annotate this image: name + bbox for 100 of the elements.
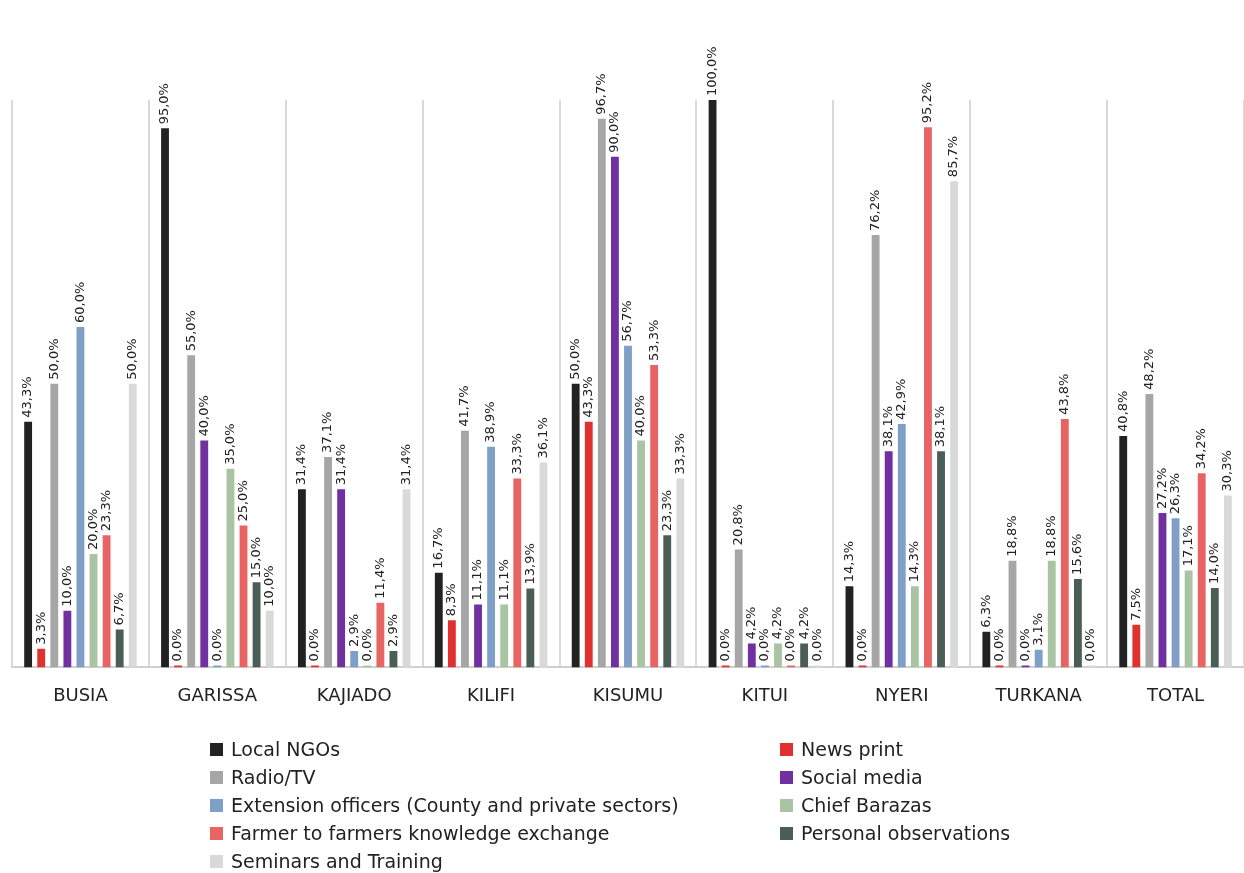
data-label: 40,0% xyxy=(195,395,211,437)
data-label: 0,0% xyxy=(1016,628,1032,662)
bar xyxy=(734,549,743,668)
bar xyxy=(611,156,619,668)
data-label: 3,3% xyxy=(32,611,48,645)
data-label: 85,7% xyxy=(945,135,961,178)
data-label: 31,4% xyxy=(293,443,309,486)
data-label: 10,0% xyxy=(58,565,74,607)
data-label: 18,8% xyxy=(1003,515,1019,557)
bar xyxy=(1119,435,1128,668)
bar xyxy=(324,456,332,668)
bar xyxy=(226,468,235,668)
data-label: 53,3% xyxy=(645,319,661,361)
legend-label: Chief Barazas xyxy=(801,794,932,816)
bar xyxy=(526,588,535,668)
bar xyxy=(1021,665,1030,668)
data-label: 0,0% xyxy=(169,628,185,662)
data-label: 38,1% xyxy=(932,405,948,448)
bar xyxy=(760,665,769,668)
data-label: 40,0% xyxy=(632,395,648,437)
bar xyxy=(337,489,346,668)
data-label: 0,0% xyxy=(853,628,869,662)
bar xyxy=(884,451,893,668)
data-label: 48,2% xyxy=(1140,348,1156,390)
data-label: 6,7% xyxy=(111,592,127,626)
data-label: 26,3% xyxy=(1166,472,1182,515)
bar xyxy=(350,650,359,668)
bar xyxy=(897,423,906,668)
data-label: 33,3% xyxy=(508,433,524,475)
bar xyxy=(50,383,59,668)
data-label: 17,1% xyxy=(1180,525,1196,567)
legend-label: News print xyxy=(801,738,904,760)
bar xyxy=(800,643,809,668)
bar xyxy=(461,430,469,668)
data-label: 37,1% xyxy=(319,411,335,453)
data-label: 0,0% xyxy=(208,628,224,662)
data-label: 14,3% xyxy=(840,540,856,583)
x-tick-label: NYERI xyxy=(874,683,929,705)
bar xyxy=(787,665,795,668)
x-tick-label: KITUI xyxy=(741,683,789,705)
x-tick-label: TURKANA xyxy=(994,683,1083,705)
bar xyxy=(297,489,306,668)
data-label: 0,0% xyxy=(990,628,1006,662)
data-label: 38,9% xyxy=(482,401,498,443)
x-tick-label: BUSIA xyxy=(53,683,109,705)
data-label: 23,3% xyxy=(658,489,674,532)
bar xyxy=(487,446,496,668)
bar xyxy=(24,421,33,668)
bar xyxy=(213,665,222,668)
bar xyxy=(500,604,509,668)
data-label: 76,2% xyxy=(866,189,882,232)
data-label: 55,0% xyxy=(182,310,198,352)
x-tick-label: KAJIADO xyxy=(316,683,392,705)
data-label: 0,0% xyxy=(306,628,322,662)
data-label: 8,3% xyxy=(443,583,459,617)
data-label: 0,0% xyxy=(782,628,798,662)
bar xyxy=(200,440,209,668)
bar xyxy=(1210,587,1219,668)
legend-label: Radio/TV xyxy=(231,766,316,788)
x-tick-label: TOTAL xyxy=(1146,683,1205,705)
data-label: 42,9% xyxy=(893,378,909,420)
data-label: 33,3% xyxy=(671,433,687,475)
bar xyxy=(624,345,632,668)
bar xyxy=(721,665,730,668)
data-label: 31,4% xyxy=(397,443,413,486)
legend-label: Seminars and Training xyxy=(231,850,443,872)
bar xyxy=(1184,570,1193,668)
data-label: 2,9% xyxy=(384,613,400,647)
x-tick-label: GARISSA xyxy=(177,683,258,705)
data-label: 23,3% xyxy=(97,489,113,532)
data-label: 31,4% xyxy=(332,443,348,486)
data-label: 3,1% xyxy=(1030,612,1046,646)
bar xyxy=(924,127,932,668)
data-label: 0,0% xyxy=(808,628,824,662)
bar xyxy=(982,631,991,668)
bar xyxy=(1034,649,1043,668)
bar xyxy=(1073,578,1082,668)
bar xyxy=(1047,560,1056,668)
bar xyxy=(747,643,756,668)
data-label: 6,3% xyxy=(977,594,993,628)
x-tick-label: KISUMU xyxy=(592,683,664,705)
bar xyxy=(1197,473,1206,668)
bar xyxy=(1132,624,1141,668)
data-label: 56,7% xyxy=(619,300,635,342)
bar xyxy=(102,535,111,668)
bar xyxy=(63,610,72,668)
data-label: 50,0% xyxy=(124,338,140,380)
legend-label: Social media xyxy=(801,766,923,788)
data-label: 11,4% xyxy=(371,557,387,599)
data-label: 0,0% xyxy=(756,628,772,662)
data-label: 0,0% xyxy=(717,628,733,662)
bar xyxy=(37,648,46,668)
data-label: 41,7% xyxy=(456,385,472,427)
data-label: 4,2% xyxy=(795,606,811,640)
data-label: 15,0% xyxy=(247,536,263,579)
bar xyxy=(937,451,945,668)
data-label: 100,0% xyxy=(703,46,719,96)
legend-label: Extension officers (County and private sectors) xyxy=(231,794,679,816)
bar xyxy=(1145,393,1154,668)
data-label: 36,1% xyxy=(534,417,550,459)
